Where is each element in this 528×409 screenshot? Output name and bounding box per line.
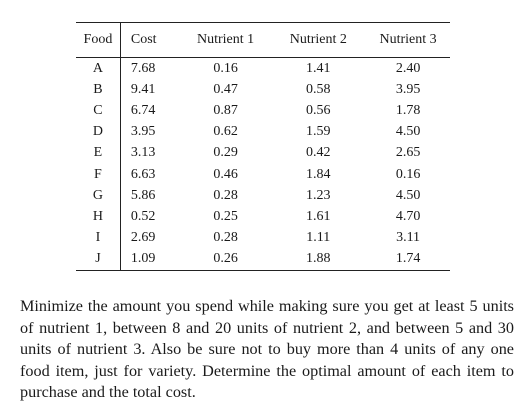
cell-cost: 7.68: [130, 60, 156, 76]
cell-nutrient-3: 4.70: [395, 208, 421, 224]
cell-nutrient-3: 1.74: [366, 248, 450, 271]
cell-cost: 6.63: [130, 166, 156, 182]
cell-nutrient-2: 0.58: [306, 81, 331, 97]
problem-paragraph: Minimize the amount you spend while maki…: [20, 297, 514, 402]
cell-nutrient-2: 1.61: [306, 208, 331, 224]
cell-cost: 2.69: [130, 230, 156, 246]
table-header-row: Food Cost Nutrient 1 Nutrient 2 Nutrient…: [76, 22, 450, 58]
cell-nutrient-3: 0.16: [395, 166, 421, 182]
table-row: A 7.68 0.16 1.41 2.40: [76, 57, 450, 80]
cell-food: I: [76, 227, 121, 249]
cell-nutrient-2: 1.59: [306, 124, 331, 140]
cell-food: F: [76, 163, 121, 186]
header-cost: Cost: [120, 22, 181, 58]
cell-nutrient-1: 0.47: [213, 81, 238, 97]
cell-cost: 0.52: [130, 208, 156, 224]
table-row: D 3.95 0.62 1.59 4.50: [76, 121, 450, 143]
cell-nutrient-2: 1.23: [306, 187, 331, 203]
cell-nutrient-1: 0.46: [213, 166, 238, 182]
cell-nutrient-3: 1.78: [395, 102, 421, 118]
header-food: Food: [76, 22, 121, 58]
cell-nutrient-3: 3.11: [396, 230, 421, 246]
cell-nutrient-2: 1.11: [306, 230, 331, 246]
cell-nutrient-2: 1.41: [306, 60, 331, 76]
cell-food: A: [76, 57, 121, 80]
cell-food: C: [76, 100, 121, 122]
cell-food: B: [76, 79, 121, 101]
cell-cost: 3.13: [130, 145, 156, 161]
table-row: J 1.09 0.26 1.88 1.74: [76, 248, 450, 271]
cell-nutrient-3: 3.95: [395, 81, 421, 97]
cell-cost: 1.09: [120, 248, 181, 271]
problem-statement: Minimize the amount you spend while maki…: [20, 296, 514, 404]
cell-cost: 9.41: [130, 81, 156, 97]
table-row: E 3.13 0.29 0.42 2.65: [76, 142, 450, 164]
cell-nutrient-1: 0.62: [213, 124, 238, 140]
header-nutrient-1: Nutrient 1: [180, 22, 271, 58]
table-body: A 7.68 0.16 1.41 2.40 B 9.41 0.47 0.58 3.95 C 6.74 0…: [76, 57, 450, 271]
cell-nutrient-1: 0.28: [213, 187, 238, 203]
cell-food: G: [76, 185, 121, 207]
cell-nutrient-3: 4.50: [395, 124, 421, 140]
cell-food: J: [76, 248, 121, 271]
cell-food: H: [76, 206, 121, 228]
cell-nutrient-2: 1.88: [270, 248, 367, 271]
header-nutrient-2: Nutrient 2: [270, 22, 367, 58]
cell-cost: 5.86: [130, 187, 156, 203]
cell-nutrient-3: 4.50: [395, 187, 421, 203]
table-header: Food Cost Nutrient 1 Nutrient 2 Nutrient…: [76, 22, 450, 58]
cell-nutrient-1: 0.87: [213, 102, 238, 118]
cell-nutrient-2: 0.42: [306, 145, 331, 161]
table-row: I 2.69 0.28 1.11 3.11: [76, 227, 450, 249]
cell-nutrient-3: 2.65: [395, 145, 421, 161]
food-nutrient-table-container: Food Cost Nutrient 1 Nutrient 2 Nutrient…: [76, 22, 450, 271]
cell-nutrient-2: 0.56: [306, 102, 331, 118]
table-row: G 5.86 0.28 1.23 4.50: [76, 185, 450, 207]
cell-food: D: [76, 121, 121, 143]
cell-food: E: [76, 142, 121, 164]
table-row: F 6.63 0.46 1.84 0.16: [76, 163, 450, 186]
cell-nutrient-1: 0.25: [213, 208, 238, 224]
food-nutrient-table: Food Cost Nutrient 1 Nutrient 2 Nutrient…: [76, 22, 450, 271]
cell-nutrient-1: 0.26: [180, 248, 271, 271]
table-row: B 9.41 0.47 0.58 3.95: [76, 79, 450, 101]
cell-nutrient-2: 1.84: [306, 166, 331, 182]
header-nutrient-3: Nutrient 3: [366, 22, 450, 58]
cell-nutrient-3: 2.40: [395, 60, 421, 76]
cell-nutrient-1: 0.29: [213, 145, 238, 161]
table-row: H 0.52 0.25 1.61 4.70: [76, 206, 450, 228]
cell-cost: 3.95: [130, 124, 156, 140]
table-row: C 6.74 0.87 0.56 1.78: [76, 100, 450, 122]
cell-nutrient-1: 0.28: [213, 230, 238, 246]
cell-nutrient-1: 0.16: [213, 60, 238, 76]
cell-cost: 6.74: [130, 102, 156, 118]
